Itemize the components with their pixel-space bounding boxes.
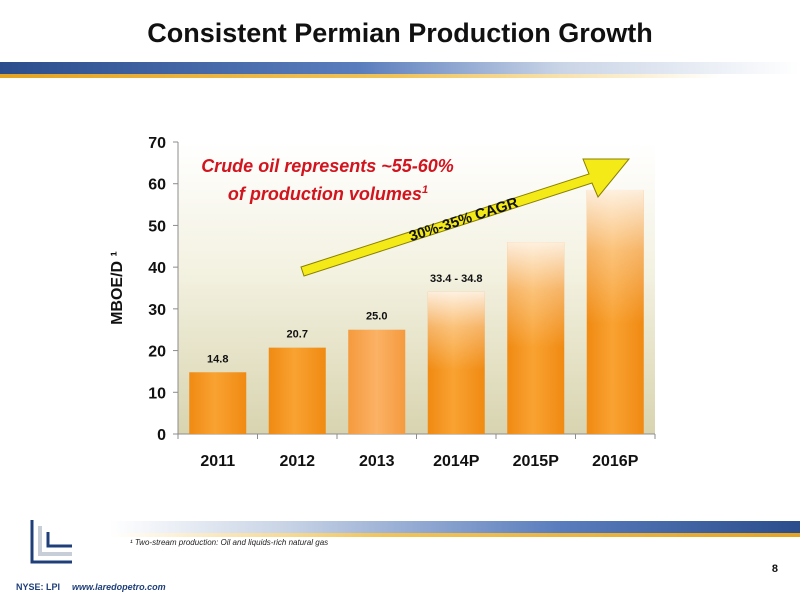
footer-band	[110, 521, 800, 533]
x-tick-label: 2014P	[433, 453, 480, 470]
bar-2011	[189, 372, 247, 434]
header-band	[0, 62, 800, 74]
y-tick-label: 60	[148, 177, 166, 194]
bar-projection-fade	[507, 242, 565, 434]
ticker-symbol: NYSE: LPI	[16, 582, 61, 592]
y-tick-label: 30	[148, 302, 166, 319]
data-label: 14.8	[207, 353, 228, 365]
page-number: 8	[771, 563, 778, 575]
x-tick-label: 2013	[359, 453, 395, 470]
bar-projection-fade	[427, 291, 485, 434]
y-axis-label: MBOE/D ¹	[109, 251, 126, 325]
y-tick-label: 10	[148, 385, 166, 402]
production-chart: 0 10 20 30 40 50 60 70 2011 14.8 2012 20.7 2013 25.0…	[109, 135, 656, 470]
annotation-line-1: Crude oil represents ~55-60%	[201, 156, 454, 176]
x-tick-label: 2016P	[592, 453, 639, 470]
x-tick-label: 2015P	[513, 453, 560, 470]
plot-area	[178, 142, 655, 434]
y-tick-label: 40	[148, 260, 166, 277]
bar-2012	[268, 347, 326, 434]
y-tick-label: 0	[157, 427, 166, 444]
slide-title: Consistent Permian Production Growth	[147, 18, 653, 48]
x-tick-label: 2012	[279, 453, 315, 470]
header-band-accent	[0, 74, 800, 78]
bar-projection-fade	[586, 189, 644, 434]
website-link[interactable]: www.laredopetro.com	[72, 582, 166, 592]
bar-2013	[348, 329, 406, 434]
data-label: 25.0	[366, 311, 387, 323]
y-tick-label: 50	[148, 218, 166, 235]
annotation-line-2: of production volumes	[228, 184, 422, 204]
x-tick-label: 2011	[200, 453, 235, 470]
annotation: Crude oil represents ~55-60% of producti…	[201, 156, 459, 204]
footer-band-accent	[110, 533, 800, 537]
company-logo	[30, 520, 72, 564]
y-tick-label: 70	[148, 135, 166, 152]
data-label: 33.4 - 34.8	[430, 273, 483, 285]
annotation-superscript: 1	[422, 184, 428, 196]
footnote: ¹ Two-stream production: Oil and liquids…	[130, 538, 329, 547]
data-label: 20.7	[287, 329, 308, 341]
y-tick-label: 20	[148, 344, 166, 361]
